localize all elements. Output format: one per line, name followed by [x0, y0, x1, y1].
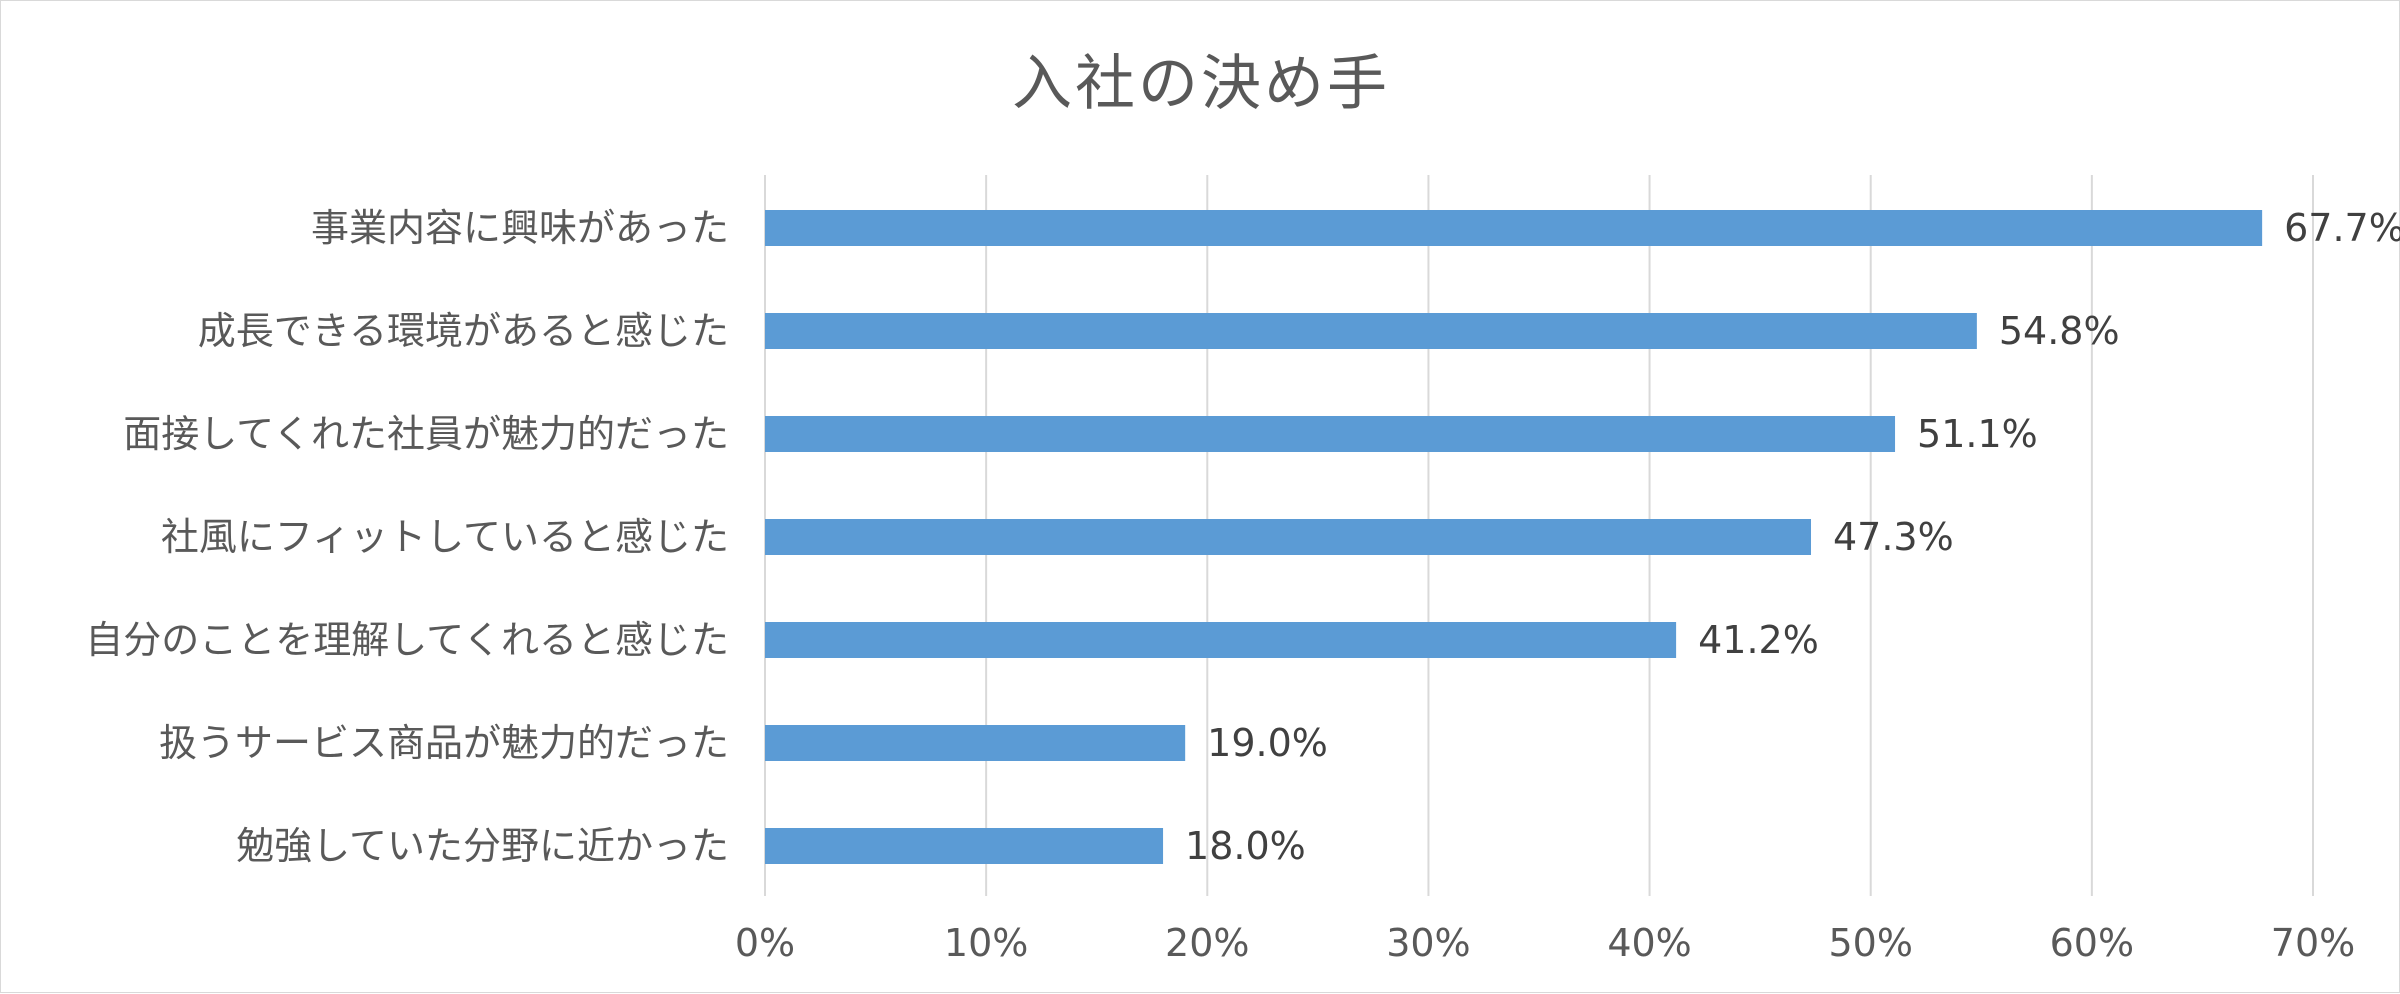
- category-label: 成長できる環境があると感じた: [198, 309, 729, 353]
- category-label: 社風にフィットしていると感じた: [161, 515, 729, 559]
- bar-0: [765, 210, 2263, 246]
- x-tick-label: 30%: [1386, 921, 1470, 965]
- bar-1: [765, 313, 1977, 349]
- x-tick-label: 40%: [1607, 921, 1691, 965]
- chart-title: 入社の決め手: [1012, 49, 1390, 119]
- x-tick-label: 50%: [1828, 921, 1912, 965]
- category-label: 自分のことを理解してくれると感じた: [85, 618, 729, 662]
- category-label: 勉強していた分野に近かった: [236, 824, 729, 868]
- category-label: 面接してくれた社員が魅力的だった: [123, 412, 729, 456]
- x-tick-label: 0%: [735, 921, 795, 965]
- x-tick-label: 10%: [944, 921, 1028, 965]
- data-label: 41.2%: [1698, 618, 1819, 662]
- bars: [765, 210, 2263, 864]
- category-label: 事業内容に興味があった: [311, 206, 729, 250]
- bar-4: [765, 622, 1677, 658]
- x-tick-label: 70%: [2271, 921, 2355, 965]
- data-label: 67.7%: [2284, 206, 2400, 250]
- data-label: 54.8%: [1999, 309, 2120, 353]
- data-label: 19.0%: [1207, 721, 1328, 765]
- x-tick-label: 20%: [1165, 921, 1249, 965]
- bar-2: [765, 416, 1896, 452]
- data-label: 18.0%: [1185, 824, 1306, 868]
- labels: 0% 10% 20% 30% 40% 50% 60% 70% 事業内容に興味があった 67.7% 成…: [85, 206, 2400, 965]
- data-label: 51.1%: [1917, 412, 2038, 456]
- x-tick-label: 60%: [2050, 921, 2134, 965]
- bar-6: [765, 828, 1164, 864]
- bar-5: [765, 725, 1186, 761]
- bar-3: [765, 519, 1812, 555]
- category-label: 扱うサービス商品が魅力的だった: [159, 721, 729, 765]
- data-label: 47.3%: [1833, 515, 1954, 559]
